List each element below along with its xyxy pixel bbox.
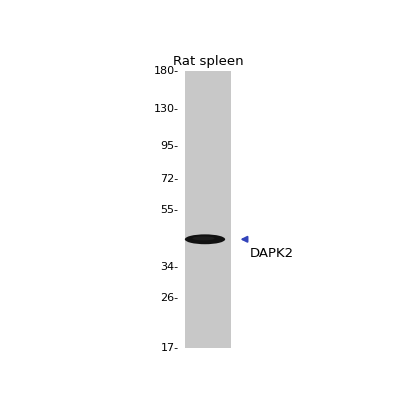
- Text: Rat spleen: Rat spleen: [173, 55, 244, 68]
- Text: 72-: 72-: [160, 174, 179, 184]
- Text: 34-: 34-: [160, 262, 179, 272]
- Text: 26-: 26-: [160, 293, 179, 303]
- Text: 130-: 130-: [154, 104, 179, 114]
- Text: 17-: 17-: [160, 343, 179, 353]
- Ellipse shape: [192, 236, 214, 240]
- Text: 55-: 55-: [161, 205, 179, 215]
- Text: DAPK2: DAPK2: [250, 247, 294, 260]
- Text: 180-: 180-: [154, 66, 179, 76]
- Bar: [185, 71, 231, 348]
- Text: 95-: 95-: [160, 141, 179, 151]
- Ellipse shape: [185, 234, 225, 244]
